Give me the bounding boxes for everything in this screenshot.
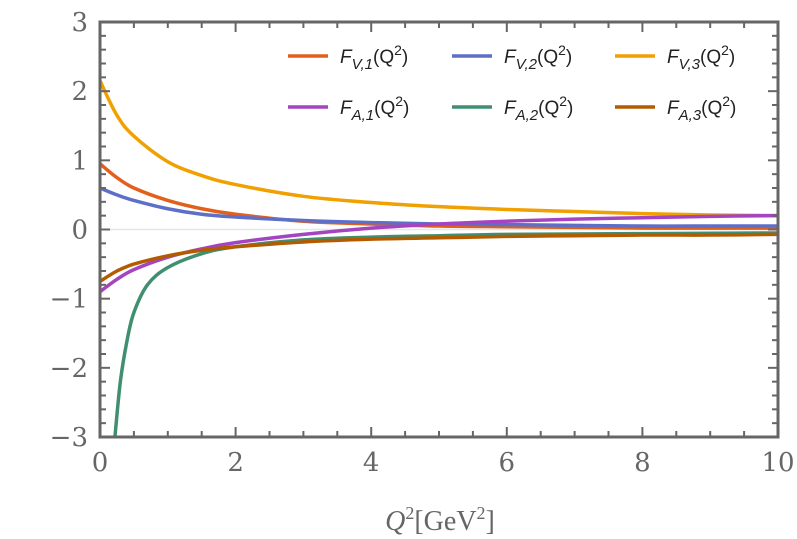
y-tick-label: 1 — [71, 146, 88, 176]
legend-item: FV,3(Q2) — [615, 42, 735, 73]
x-tick-label: 0 — [92, 448, 109, 478]
y-tick-label: −2 — [50, 354, 88, 384]
legend-label: FA,1(Q2) — [340, 93, 409, 124]
legend-item: FA,2(Q2) — [452, 93, 573, 124]
legend: FV,1(Q2) FV,2(Q2) FV,3(Q2) FA,1(Q2) FA,2(Q2)… — [288, 42, 736, 124]
y-tick-label: 0 — [71, 216, 88, 246]
legend-label: FV,3(Q2) — [667, 42, 735, 73]
x-tick-label: 4 — [363, 448, 380, 478]
y-tick-label: 3 — [71, 8, 88, 38]
series-line-v-2 — [100, 186, 778, 228]
legend-item: FV,2(Q2) — [452, 42, 572, 73]
tick-labels: 0 2 4 6 8 10 −3 −2 −1 0 1 2 3 — [50, 8, 795, 478]
y-tick-label: −3 — [50, 423, 88, 453]
legend-label: FA,3(Q2) — [667, 93, 736, 124]
y-tick-label: −1 — [50, 285, 88, 315]
x-tick-label: 6 — [499, 448, 516, 478]
series-line-v-3 — [100, 80, 778, 218]
legend-item: FA,3(Q2) — [615, 93, 736, 124]
series-curves — [100, 80, 778, 437]
axis-ticks — [99, 21, 779, 438]
x-tick-label: 10 — [761, 448, 794, 478]
x-tick-label: 8 — [634, 448, 651, 478]
series-line-a-1 — [100, 213, 778, 294]
x-axis-label: Q2[GeV2] — [385, 503, 495, 537]
legend-item: FA,1(Q2) — [288, 93, 409, 124]
legend-item: FV,1(Q2) — [288, 42, 408, 73]
legend-label: FA,2(Q2) — [504, 93, 573, 124]
x-tick-label: 2 — [227, 448, 244, 478]
series-line-a-3 — [100, 232, 778, 283]
legend-label: FV,1(Q2) — [340, 42, 408, 73]
series-line-a-2 — [113, 231, 778, 437]
legend-label: FV,2(Q2) — [504, 42, 572, 73]
y-tick-label: 2 — [71, 77, 88, 107]
